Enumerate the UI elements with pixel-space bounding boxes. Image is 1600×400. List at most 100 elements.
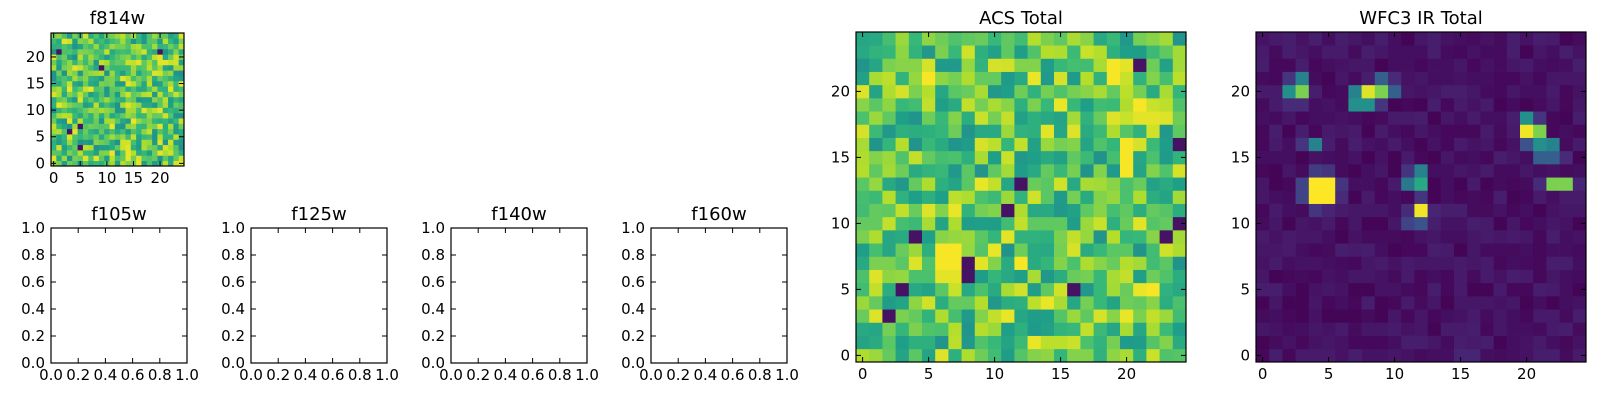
heatmap-cell xyxy=(82,91,89,98)
heatmap-cell xyxy=(1322,335,1336,350)
y-tick-label: 5 xyxy=(35,128,45,146)
heatmap-cell xyxy=(1308,45,1323,59)
heatmap-cell xyxy=(961,111,976,125)
heatmap-cell xyxy=(1335,216,1349,231)
heatmap-cell xyxy=(895,177,910,191)
heatmap-cell xyxy=(1159,335,1174,350)
heatmap-cell xyxy=(88,139,94,146)
heatmap-cell xyxy=(1269,230,1283,244)
heatmap-cell xyxy=(82,64,89,71)
heatmap-cell xyxy=(1080,256,1094,270)
heatmap-cell xyxy=(146,54,153,60)
heatmap-cell xyxy=(974,216,989,231)
heatmap-cell xyxy=(1493,282,1508,297)
heatmap-cell xyxy=(173,144,180,151)
heatmap-cell xyxy=(1506,309,1521,323)
heatmap-cell xyxy=(1480,348,1494,363)
heatmap-cell xyxy=(1546,230,1560,244)
heatmap-cell xyxy=(1401,84,1415,99)
heatmap-cell xyxy=(1269,282,1283,297)
heatmap-cell xyxy=(882,348,896,363)
heatmap-cell xyxy=(1533,309,1547,323)
heatmap-cell xyxy=(1067,137,1081,152)
heatmap-cell xyxy=(1040,177,1055,191)
heatmap-cell xyxy=(1493,348,1508,363)
heatmap-cell xyxy=(1027,243,1042,257)
heatmap-cell xyxy=(1133,296,1147,310)
heatmap-cell xyxy=(109,38,116,44)
heatmap-cell xyxy=(109,86,116,92)
heatmap-cell xyxy=(1388,111,1402,125)
heatmap-cell xyxy=(1282,190,1296,204)
heatmap-cell xyxy=(1106,150,1121,165)
heatmap-cell xyxy=(1520,177,1534,191)
heatmap-cell xyxy=(974,203,989,218)
heatmap-cell xyxy=(77,128,84,135)
heatmap-cell xyxy=(1106,45,1121,59)
heatmap-cell xyxy=(1067,269,1081,284)
x-tick-label: 0 xyxy=(49,169,59,187)
heatmap-cell xyxy=(1546,269,1560,284)
heatmap-cells-wfc3_ir_total xyxy=(1256,32,1587,363)
heatmap-cell xyxy=(141,123,148,130)
heatmap-cell xyxy=(178,64,185,71)
heatmap-cell xyxy=(1027,203,1042,218)
heatmap-cell xyxy=(935,309,949,323)
heatmap-cell xyxy=(51,43,57,50)
heatmap-cell xyxy=(974,71,989,86)
heatmap-cell xyxy=(61,70,68,76)
heatmap-cell xyxy=(178,38,185,44)
heatmap-cell xyxy=(51,123,57,130)
heatmap-cell xyxy=(1172,58,1187,72)
heatmap-cell xyxy=(1506,84,1521,99)
heatmap-cell xyxy=(1546,164,1560,178)
heatmap-cell xyxy=(922,216,936,231)
heatmap-cell xyxy=(77,91,84,98)
heatmap-cell xyxy=(856,164,870,178)
heatmap-cell xyxy=(1308,84,1323,99)
heatmap-cell xyxy=(82,75,89,82)
heatmap-cell xyxy=(1361,124,1376,138)
heatmap-cell xyxy=(1001,164,1015,178)
heatmap-cell xyxy=(130,91,137,98)
heatmap-cell xyxy=(935,124,949,138)
heatmap-cell xyxy=(1106,269,1121,284)
heatmap-cell xyxy=(1335,177,1349,191)
heatmap-cell xyxy=(1335,190,1349,204)
heatmap-cell xyxy=(948,322,962,336)
heatmap-cell xyxy=(125,91,132,98)
heatmap-cell xyxy=(1533,282,1547,297)
heatmap-cell xyxy=(1348,230,1362,244)
heatmap-cell xyxy=(1559,177,1574,191)
heatmap-cell xyxy=(1388,32,1402,46)
heatmap-cell xyxy=(1559,269,1574,284)
heatmap-cell xyxy=(1322,243,1336,257)
heatmap-cell xyxy=(1093,137,1108,152)
heatmap-cell xyxy=(922,190,936,204)
heatmap-cell xyxy=(1572,164,1587,178)
heatmap-cell xyxy=(120,59,126,66)
heatmap-cell xyxy=(152,86,158,92)
heatmap-cell xyxy=(109,75,116,82)
heatmap-cell xyxy=(51,91,57,98)
heatmap-cell xyxy=(1361,150,1376,165)
y-tick-label: 0.2 xyxy=(621,327,645,345)
y-tick-label: 0 xyxy=(840,346,850,364)
heatmap-cell xyxy=(61,43,68,50)
heatmap-cell xyxy=(1172,216,1187,231)
heatmap-cell xyxy=(882,335,896,350)
heatmap-cell xyxy=(114,59,121,66)
x-tick-label: 0.8 xyxy=(148,366,172,384)
heatmap-cell xyxy=(1374,243,1389,257)
heatmap-cell xyxy=(152,91,158,98)
heatmap-cell xyxy=(146,59,153,66)
heatmap-cell xyxy=(1440,322,1455,336)
heatmap-cell xyxy=(157,64,164,71)
heatmap-cell xyxy=(56,128,62,135)
heatmap-cell xyxy=(1282,71,1296,86)
heatmap-cell xyxy=(1520,84,1534,99)
heatmap-cell xyxy=(152,70,158,76)
heatmap-cell xyxy=(77,134,84,140)
heatmap-cell xyxy=(1159,322,1174,336)
